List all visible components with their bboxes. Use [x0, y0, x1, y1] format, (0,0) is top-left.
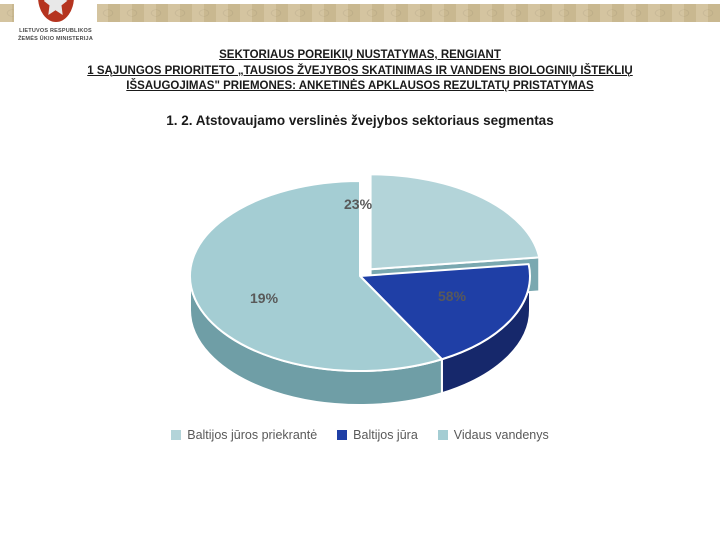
logo-text-line2: ŽEMĖS ŪKIO MINISTERIJA	[18, 36, 93, 42]
title-line1: SEKTORIAUS POREIKIŲ NUSTATYMAS, RENGIANT	[219, 49, 501, 61]
pie-svg	[130, 146, 590, 416]
legend-item: Vidaus vandenys	[438, 428, 549, 442]
legend-item: Baltijos jūros priekrantė	[171, 428, 317, 442]
legend-label: Baltijos jūros priekrantė	[187, 428, 317, 442]
legend-swatch-icon	[337, 430, 347, 440]
pie-chart: 23%19%58%	[130, 146, 590, 416]
title-line2: 1 SĄJUNGOS PRIORITETO „TAUSIOS ŽVEJYBOS …	[87, 65, 632, 77]
title-line3: IŠSAUGOJIMAS" PRIEMONES: ANKETINĖS APKLA…	[126, 80, 593, 92]
legend-label: Baltijos jūra	[353, 428, 418, 442]
coat-of-arms-icon	[38, 0, 74, 26]
decorative-top-band	[0, 4, 720, 22]
legend-swatch-icon	[438, 430, 448, 440]
legend: Baltijos jūros priekrantė Baltijos jūra Vi…	[0, 428, 720, 443]
legend-label: Vidaus vandenys	[454, 428, 549, 442]
ministry-logo: LIETUVOS RESPUBLIKOS ŽEMĖS ŪKIO MINISTER…	[14, 0, 97, 42]
chart-title: 1. 2. Atstovaujamo verslinės žvejybos se…	[40, 113, 680, 128]
slide-title: SEKTORIAUS POREIKIŲ NUSTATYMAS, RENGIANT…	[60, 48, 660, 95]
pie-slice-top	[371, 174, 540, 269]
legend-swatch-icon	[171, 430, 181, 440]
logo-text-line1: LIETUVOS RESPUBLIKOS	[18, 28, 93, 34]
legend-item: Baltijos jūra	[337, 428, 418, 442]
